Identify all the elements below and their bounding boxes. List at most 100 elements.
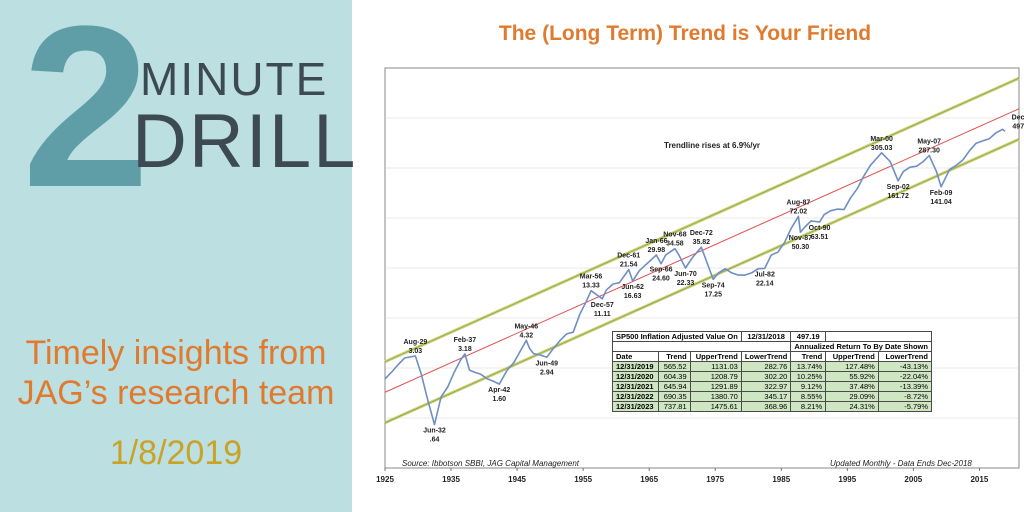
- chart-svg: Aug-29 3.03 Jun-32 .64 Feb-37 3.18 Apr-42 1.60 M…: [376, 67, 1024, 484]
- table-value-cell: 8.21%: [790, 401, 827, 412]
- x-tick-label: 1935: [442, 475, 460, 484]
- branding-panel: 2 MINUTE DRILL Timely insights from JAG’…: [0, 0, 355, 512]
- annotation-value: 17.25: [704, 291, 722, 298]
- x-tick-label: 2005: [904, 475, 922, 484]
- table-value-cell: -8.72%: [877, 391, 932, 402]
- annotation-value: 21.54: [620, 262, 638, 269]
- table-value-cell: 645.94: [658, 381, 691, 392]
- column-header: LowerTrend: [740, 351, 792, 362]
- series-layer: [384, 128, 1006, 426]
- x-tick-label: 1975: [706, 475, 724, 484]
- annotation-value: 3.03: [409, 348, 423, 355]
- table-row: 12/31/2019 565.52 1131.03 282.76 13.74% 127.4…: [611, 361, 932, 372]
- x-tick-label: 1925: [376, 475, 394, 484]
- upper-channel-edge: [384, 77, 1020, 363]
- annotation-date: Mar-00: [870, 136, 893, 143]
- table-value-cell: 10.25%: [790, 371, 827, 382]
- annotation-value: 2.94: [540, 369, 554, 376]
- table-value-cell: 690.35: [658, 391, 691, 402]
- table-date-cell: 12/31/2023: [611, 401, 660, 412]
- table-group-header: Annualized Return To By Date Shown: [790, 341, 932, 352]
- table-value-cell: 345.17: [740, 391, 792, 402]
- table-row: 12/31/2022 690.35 1380.70 345.17 8.55% 29.09%…: [611, 391, 932, 402]
- annotation-date: Dec-61: [617, 253, 640, 260]
- table-row: 12/31/2021 645.94 1291.89 322.97 9.12% 37.48%…: [611, 381, 932, 392]
- table-value-cell: 8.55%: [790, 391, 827, 402]
- annotation-value: 50.30: [792, 244, 810, 251]
- annotation-value: 11.11: [594, 311, 611, 318]
- annotation-date: Jun-49: [536, 360, 559, 367]
- annotation-date: Aug-29: [404, 339, 428, 346]
- table-value-cell: 1380.70: [689, 391, 742, 402]
- annotation-value: 35.82: [693, 239, 711, 246]
- table-value-cell: 37.48%: [825, 381, 879, 392]
- table-value-cell: 737.81: [658, 401, 691, 412]
- annotation-date: Jun-70: [674, 271, 697, 278]
- source-note: Source: Ibbotson SBBI, JAG Capital Manag…: [402, 459, 580, 468]
- annotation-date: Sep-02: [887, 184, 910, 191]
- annotation-value: 305.03: [871, 145, 893, 152]
- x-tick-label: 1955: [574, 475, 592, 484]
- annotation-value: 287.30: [918, 147, 940, 154]
- annotation-date: Sep-74: [702, 282, 725, 289]
- annotation-date: Aug-87: [787, 199, 811, 206]
- table-value-cell: 1475.61: [689, 401, 742, 412]
- annotation-date: Nov-68: [663, 232, 686, 239]
- annotation-value: 1.60: [492, 396, 506, 403]
- table-group-row: Annualized Return To By Date Shown: [611, 341, 932, 352]
- table-value-cell: 368.96: [740, 401, 792, 412]
- table-date-cell: 12/31/2021: [611, 381, 660, 392]
- table-value-cell: 1291.89: [689, 381, 742, 392]
- column-header: UpperTrend: [825, 351, 879, 362]
- annotation-date: Sep-66: [650, 267, 673, 274]
- table-title-row: SP500 Inflation Adjusted Value On 12/31/…: [612, 331, 932, 342]
- table-value-cell: 127.48%: [825, 361, 879, 372]
- annotation-value: 141.04: [930, 199, 952, 206]
- table-value-cell: 282.76: [740, 361, 792, 372]
- annotation-value: 13.33: [582, 283, 600, 290]
- table-row: 12/31/2023 737.81 1475.61 368.96 8.21% 24.31%…: [611, 401, 932, 412]
- table-value-cell: 9.12%: [790, 381, 827, 392]
- publish-date: 1/8/2019: [109, 434, 243, 472]
- x-tick-label: 2015: [970, 475, 988, 484]
- brand-word-minute: MINUTE: [140, 53, 329, 105]
- x-tick-label: 1985: [772, 475, 790, 484]
- annotation-date: Feb-09: [930, 190, 953, 197]
- annotation-date: Dec-57: [591, 302, 614, 309]
- table-value-cell: 29.09%: [825, 391, 879, 402]
- annotation-value: 34.58: [666, 241, 684, 248]
- table-as-of-date: 12/31/2018: [740, 331, 792, 342]
- annotation-date: Nov-87: [789, 235, 812, 242]
- table-value-cell: 565.52: [658, 361, 691, 372]
- brand-number: 2: [22, 0, 150, 235]
- annotation-date: Jun-32: [423, 427, 446, 434]
- table-header-row: Date Trend UpperTrend LowerTrend Trend U…: [611, 351, 932, 362]
- annotation-value: 497.19: [1012, 123, 1024, 130]
- annotation-value: .64: [430, 436, 440, 443]
- table-value-cell: 322.97: [740, 381, 792, 392]
- table-value-cell: 604.39: [658, 371, 691, 382]
- x-tick-label: 1945: [508, 475, 526, 484]
- table-date-cell: 12/31/2020: [611, 371, 660, 382]
- table-value-cell: 55.92%: [825, 371, 879, 382]
- series-line: [384, 128, 1006, 426]
- annotation-date: Oct-90: [809, 225, 831, 232]
- table-date-cell: 12/31/2019: [611, 361, 660, 372]
- annotation-date: Dec-18: [1012, 114, 1024, 121]
- annotation-value: 24.60: [652, 276, 670, 283]
- table-value-cell: -13.39%: [877, 381, 932, 392]
- table-value-cell: -22.04%: [877, 371, 932, 382]
- table-row: 12/31/2020 604.39 1208.79 302.20 10.25% 55.92…: [611, 371, 932, 382]
- annotation-date: May-07: [917, 138, 941, 145]
- tagline-line-1: Timely insights from: [25, 334, 327, 372]
- annotation-value: 4.32: [520, 332, 534, 339]
- annotation-date: Dec-72: [690, 230, 713, 237]
- brand-word-drill: DRILL: [132, 99, 358, 184]
- projection-table: SP500 Inflation Adjusted Value On 12/31/…: [611, 331, 932, 412]
- annotations-layer: Aug-29 3.03 Jun-32 .64 Feb-37 3.18 Apr-42 1.60 M…: [404, 114, 1024, 443]
- trend-note: Trendline rises at 6.9%/yr: [664, 141, 760, 150]
- annotation-date: Jun-62: [621, 284, 644, 291]
- table-body: 12/31/2019 565.52 1131.03 282.76 13.74% 127.4…: [611, 361, 932, 412]
- annotation-value: 29.98: [648, 247, 666, 254]
- table-value-cell: -43.13%: [877, 361, 932, 372]
